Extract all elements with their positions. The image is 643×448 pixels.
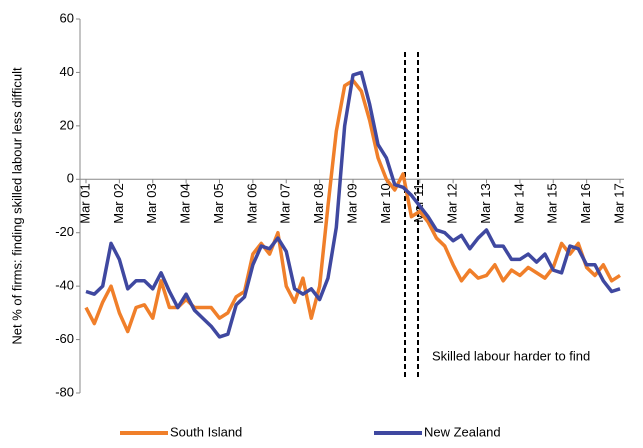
annotation: Skilled labour harder to find: [432, 348, 590, 363]
series-line: [85, 70, 621, 339]
y-tick-label: -80: [55, 384, 74, 399]
y-tick-label: 40: [60, 64, 74, 79]
x-tick-label: Mar 09: [344, 183, 359, 223]
x-tick-label: Mar 07: [278, 183, 293, 223]
x-tick-label: Mar 08: [311, 183, 326, 223]
x-tick-label: Mar 10: [378, 183, 393, 223]
x-tick-label: Mar 15: [545, 183, 560, 223]
x-tick-label: Mar 05: [211, 183, 226, 223]
legend-label: New Zealand: [424, 424, 501, 439]
y-tick-label: 0: [67, 171, 74, 186]
y-tick-label: -60: [55, 331, 74, 346]
y-tick-label: -20: [55, 224, 74, 239]
x-tick-label: Mar 01: [77, 183, 92, 223]
y-tick-label: -40: [55, 278, 74, 293]
x-tick-label: Mar 06: [244, 183, 259, 223]
x-tick-label: Mar 02: [111, 183, 126, 223]
x-tick-label: Mar 14: [511, 183, 526, 223]
legend-label: South Island: [170, 424, 242, 439]
x-tick-label: Mar 04: [178, 183, 193, 223]
x-tick-label: Mar 13: [478, 183, 493, 223]
y-axis-label: Net % of firms: finding skilled labour l…: [9, 67, 24, 345]
y-tick-label: 60: [60, 10, 74, 25]
x-tick-label: Mar 03: [144, 183, 159, 223]
x-tick-label: Mar 12: [445, 183, 460, 223]
x-tick-label: Mar 16: [578, 183, 593, 223]
y-tick-label: 20: [60, 117, 74, 132]
x-tick-label: Mar 17: [611, 183, 626, 223]
